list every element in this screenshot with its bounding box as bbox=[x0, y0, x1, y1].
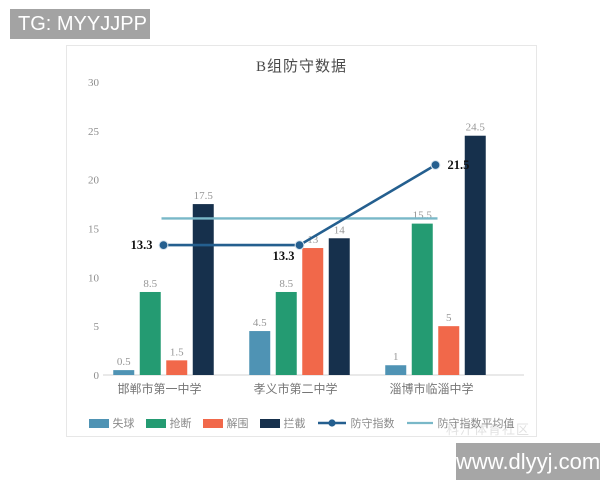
legend-item-defense-index-average: 防守指数平均值 bbox=[406, 415, 515, 431]
legend-avg-line-icon bbox=[406, 421, 433, 425]
chart-title: B组防守数据 bbox=[255, 59, 347, 75]
faint-watermark: 科汗体育社区 bbox=[446, 422, 531, 437]
legend-swatch-icon bbox=[259, 418, 280, 428]
legend-item-失球-label: 失球 bbox=[112, 418, 135, 430]
legend-item-defense-index-label: 防守指数 bbox=[350, 418, 395, 430]
legend-item-抢断: 抢断 bbox=[145, 415, 192, 431]
legend-item-解围: 解围 bbox=[202, 415, 249, 431]
legend-swatch-icon bbox=[145, 418, 166, 428]
legend-item-失球: 失球 bbox=[88, 415, 135, 431]
legend-item-抢断-label: 抢断 bbox=[169, 418, 192, 430]
site-watermark: www.dlyyj.com bbox=[456, 443, 600, 480]
tg-watermark-banner: TG: MYYJJPP bbox=[10, 9, 150, 39]
legend-line-marker-icon bbox=[317, 419, 346, 427]
legend-swatch-icon bbox=[202, 418, 223, 428]
legend-item-defense-index: 防守指数 bbox=[317, 415, 395, 431]
legend-item-defense-index-average-label: 防守指数平均值 bbox=[437, 418, 515, 430]
legend-item-拦截-label: 拦截 bbox=[283, 418, 306, 430]
chart-legend: 失球 抢断 解围 拦截 防守指数 防守指数平均值 bbox=[67, 415, 536, 431]
legend-swatch-icon bbox=[88, 418, 109, 428]
legend-item-拦截: 拦截 bbox=[259, 415, 306, 431]
chart-card: B组防守数据 失球 抢断 解围 拦截 防守指数 防守指数平均值 bbox=[66, 45, 537, 437]
legend-item-解围-label: 解围 bbox=[226, 418, 249, 430]
